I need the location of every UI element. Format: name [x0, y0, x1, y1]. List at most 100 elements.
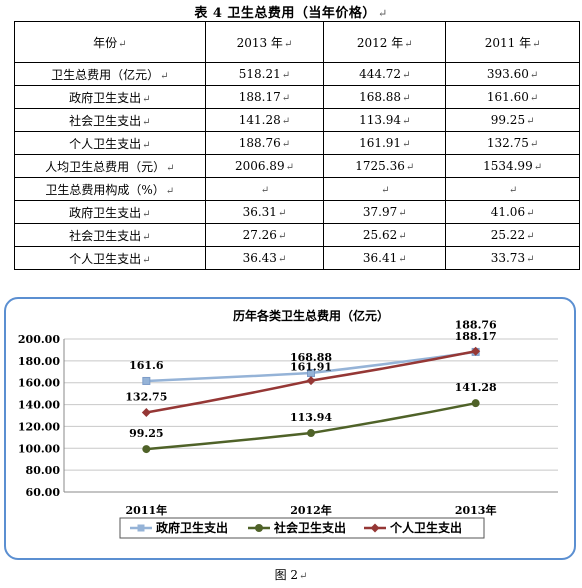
row-value-text: 188.76 — [238, 136, 281, 150]
row-value: 161.60↵ — [445, 85, 580, 109]
data-point-marker — [141, 407, 151, 417]
data-label: 168.88 — [290, 351, 332, 364]
row-value: 393.60↵ — [445, 62, 580, 86]
data-point-marker — [142, 376, 151, 385]
row-value-text: 37.97 — [362, 205, 398, 219]
data-label: 188.17 — [455, 330, 497, 343]
row-value: 36.43↵ — [204, 246, 325, 270]
data-label: 99.25 — [129, 427, 163, 440]
row-value-text: 444.72 — [359, 67, 402, 81]
row-value: 132.75↵ — [445, 131, 580, 155]
data-point-marker — [471, 399, 480, 408]
row-label: 卫生总费用（亿元）↵ — [14, 62, 206, 86]
table-row: 卫生总费用（亿元）↵ 518.21↵ 444.72↵ 393.60↵ — [14, 62, 580, 86]
table-row: 政府卫生支出↵ 188.17↵ 168.88↵ 161.60↵ — [14, 85, 580, 109]
x-tick-label: 2013年 — [455, 503, 497, 517]
row-value-text: 141.28 — [238, 113, 281, 127]
table-header-row: 年份↵ 2013 年↵ 2012 年↵ 2011 年↵ — [14, 21, 580, 63]
row-value: 161.91↵ — [323, 131, 447, 155]
table-title: 表 4 卫生总费用（当年价格） ↵ — [194, 6, 388, 21]
y-tick-label: 120.00 — [18, 420, 60, 433]
row-value-text: 36.31 — [242, 205, 277, 219]
row-value: 27.26↵ — [204, 223, 325, 247]
legend-swatch-marker — [137, 524, 145, 532]
y-tick-label: 160.00 — [18, 377, 60, 390]
row-value-text: 1534.99 — [483, 159, 533, 173]
header-year-text: 2012 年 — [356, 35, 404, 50]
row-value: 1725.36↵ — [323, 154, 447, 178]
row-value-text: 161.60 — [486, 90, 529, 104]
table-row: 个人卫生支出↵ 188.76↵ 161.91↵ 132.75↵ — [14, 131, 580, 155]
legend-swatch-marker — [370, 523, 380, 533]
row-value: 518.21↵ — [204, 62, 325, 86]
y-tick-label: 100.00 — [18, 442, 60, 455]
row-value: 141.28↵ — [204, 108, 325, 132]
y-tick-label: 80.00 — [26, 464, 61, 477]
row-value-text: 132.75 — [486, 136, 529, 150]
row-value-text: 393.60 — [486, 67, 529, 81]
header-year-text: 2013 年 — [236, 35, 283, 50]
header-year: 2012 年↵ — [323, 21, 447, 63]
row-value-text: 99.25 — [490, 113, 526, 127]
legend-entry: 政府卫生支出 — [156, 520, 228, 535]
row-value: 41.06↵ — [445, 200, 580, 224]
row-value-text: 518.21 — [238, 67, 281, 81]
row-value-text: 113.94 — [359, 113, 402, 127]
row-value: 36.31↵ — [204, 200, 325, 224]
row-value: ↵ — [204, 177, 325, 201]
row-value-text: 25.62 — [362, 228, 398, 242]
table-row: 政府卫生支出↵ 36.31↵ 37.97↵ 41.06↵ — [14, 200, 580, 224]
row-label-text: 社会卫生支出 — [69, 228, 142, 243]
row-value: 113.94↵ — [323, 108, 447, 132]
row-value: 444.72↵ — [323, 62, 447, 86]
row-value-text: 41.06 — [490, 205, 526, 219]
row-value-text: 161.91 — [359, 136, 402, 150]
x-tick-label: 2012年 — [290, 503, 332, 517]
data-label: 188.76 — [455, 318, 497, 331]
row-value: 37.97↵ — [323, 200, 447, 224]
row-value-text: 1725.36 — [355, 159, 405, 173]
y-tick-label: 140.00 — [18, 399, 60, 412]
table-title-text: 表 4 卫生总费用（当年价格） — [194, 6, 376, 21]
row-value: 99.25↵ — [445, 108, 580, 132]
data-point-marker — [471, 346, 481, 356]
row-value: 25.22↵ — [445, 223, 580, 247]
table-row: 社会卫生支出↵ 141.28↵ 113.94↵ 99.25↵ — [14, 108, 580, 132]
row-label: 政府卫生支出↵ — [14, 200, 206, 224]
data-point-marker — [142, 445, 151, 454]
y-tick-label: 60.00 — [26, 486, 61, 499]
data-label: 132.75 — [125, 390, 167, 403]
legend-swatch-marker — [255, 524, 263, 532]
header-year-label: 年份↵ — [14, 21, 206, 63]
row-label-text: 政府卫生支出 — [69, 205, 142, 220]
data-point-marker — [307, 429, 315, 438]
row-value: 168.88↵ — [323, 85, 447, 109]
row-value: 2006.89↵ — [204, 154, 325, 178]
table-row: 卫生总费用构成（%）↵ ↵ ↵ ↵ — [14, 177, 580, 201]
row-label-text: 卫生总费用构成（%） — [45, 182, 165, 197]
row-value-text: 25.22 — [490, 228, 526, 242]
figure-caption: 图 2↵ — [274, 568, 308, 582]
row-value-text: 27.26 — [242, 228, 277, 242]
row-value: ↵ — [323, 177, 447, 201]
line-chart: 历年各类卫生总费用（亿元） 60.00 80.00 100.00 120.00 140.0… — [18, 308, 558, 539]
table-row: 个人卫生支出↵ 36.43↵ 36.41↵ 33.73↵ — [14, 246, 580, 270]
row-label-text: 个人卫生支出 — [69, 136, 142, 151]
y-tick-label: 180.00 — [18, 355, 60, 368]
header-year: 2013 年↵ — [204, 21, 325, 63]
data-label: 161.6 — [129, 359, 164, 372]
legend-box — [119, 517, 485, 539]
row-label: 个人卫生支出↵ — [14, 246, 206, 270]
row-value: 25.62↵ — [323, 223, 447, 247]
figure-caption-text: 图 2 — [274, 568, 299, 582]
chart-frame: 历年各类卫生总费用（亿元） 60.00 80.00 100.00 120.00 140.0… — [4, 297, 576, 560]
header-year: 2011 年↵ — [445, 21, 580, 63]
row-label-text: 个人卫生支出 — [69, 251, 142, 266]
row-value: 188.17↵ — [204, 85, 325, 109]
row-label: 社会卫生支出↵ — [14, 223, 206, 247]
row-value: 33.73↵ — [445, 246, 580, 270]
row-value-text: 33.73 — [490, 251, 526, 265]
data-label: 141.28 — [455, 381, 497, 394]
expenditure-table: 年份↵ 2013 年↵ 2012 年↵ 2011 年↵ 卫生总费用（亿元）↵ 518.21… — [14, 21, 580, 270]
row-value-text: 168.88 — [359, 90, 402, 104]
